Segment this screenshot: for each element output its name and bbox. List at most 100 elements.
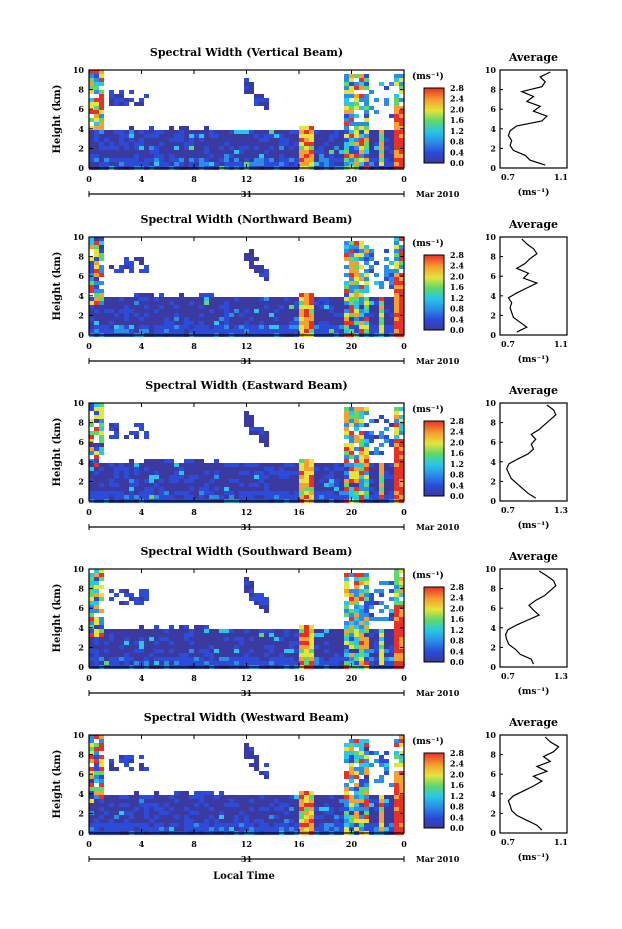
heatmap-cell <box>399 261 404 265</box>
heatmap-cell <box>134 487 139 491</box>
heatmap-cell <box>359 589 364 593</box>
heatmap-cell <box>169 162 174 166</box>
heatmap-cell <box>139 309 144 313</box>
heatmap-cell <box>89 118 94 122</box>
heatmap-cell <box>184 142 189 146</box>
heatmap-cell <box>364 301 369 305</box>
heatmap-cell <box>189 641 194 645</box>
heatmap-cell <box>259 605 264 609</box>
heatmap-cell <box>119 799 124 803</box>
heatmap-cell <box>264 463 269 467</box>
heatmap-cell <box>149 467 154 471</box>
heatmap-cell <box>204 329 209 333</box>
heatmap-cell <box>294 653 299 657</box>
heatmap-cell <box>154 317 159 321</box>
heatmap-cell <box>399 467 404 471</box>
heatmap-cell <box>104 641 109 645</box>
heatmap-cell <box>94 146 99 150</box>
heatmap-cell <box>364 577 369 581</box>
heatmap-cell <box>239 827 244 831</box>
heatmap-cell <box>109 653 114 657</box>
heatmap-cell <box>104 321 109 325</box>
month-label: Mar 2010 <box>416 356 460 366</box>
heatmap-cell <box>269 158 274 162</box>
heatmap-cell <box>109 301 114 305</box>
heatmap-cell <box>359 783 364 787</box>
heatmap-cell <box>254 269 259 273</box>
heatmap-cell <box>244 487 249 491</box>
heatmap-cell <box>94 637 99 641</box>
profile-line <box>507 71 551 166</box>
heatmap-cell <box>214 146 219 150</box>
colorbar-tick-label: 2.4 <box>450 261 464 271</box>
x-tick-label: 16 <box>293 341 305 351</box>
heatmap-cell <box>214 467 219 471</box>
heatmap-cell <box>129 759 134 763</box>
heatmap-cell <box>149 158 154 162</box>
month-label: Mar 2010 <box>416 189 460 199</box>
heatmap-cell <box>394 763 399 767</box>
heatmap-cell <box>214 479 219 483</box>
heatmap-cell <box>259 495 264 499</box>
heatmap-cell <box>359 637 364 641</box>
heatmap-cell <box>89 281 94 285</box>
heatmap-cell <box>179 823 184 827</box>
heatmap-cell <box>239 653 244 657</box>
heatmap-cell <box>389 815 394 819</box>
heatmap-cell <box>194 162 199 166</box>
colorbar-tick-label: 1.2 <box>450 293 464 303</box>
heatmap-cell <box>399 641 404 645</box>
heatmap-cell <box>384 313 389 317</box>
heatmap-cell <box>349 763 354 767</box>
heatmap-cell <box>284 471 289 475</box>
heatmap-cell <box>264 641 269 645</box>
heatmap-cell <box>399 289 404 293</box>
heatmap-cell <box>109 827 114 831</box>
heatmap-cell <box>114 823 119 827</box>
heatmap-cell <box>164 142 169 146</box>
heatmap-cell <box>399 795 404 799</box>
heatmap-cell <box>329 158 334 162</box>
heatmap-cell <box>149 142 154 146</box>
heatmap-cell <box>139 815 144 819</box>
heatmap-cell <box>329 479 334 483</box>
heatmap-cell <box>194 309 199 313</box>
heatmap-cell <box>99 807 104 811</box>
heatmap-cell <box>279 475 284 479</box>
heatmap-cell <box>164 633 169 637</box>
heatmap-cell <box>99 146 104 150</box>
heatmap-cell <box>139 755 144 759</box>
heatmap-cell <box>344 791 349 795</box>
heatmap-cell <box>359 743 364 747</box>
heatmap-cell <box>384 581 389 585</box>
heatmap-cell <box>159 309 164 313</box>
heatmap-cell <box>259 427 264 431</box>
heatmap-cell <box>344 90 349 94</box>
heatmap-cell <box>259 142 264 146</box>
heatmap-cell <box>189 479 194 483</box>
heatmap-cell <box>94 479 99 483</box>
heatmap-cell <box>294 657 299 661</box>
heatmap-cell <box>394 739 399 743</box>
heatmap-cell <box>384 158 389 162</box>
heatmap-cell <box>99 743 104 747</box>
heatmap-cell <box>299 495 304 499</box>
heatmap-cell <box>309 146 314 150</box>
heatmap-cell <box>349 601 354 605</box>
heatmap-cell <box>384 102 389 106</box>
heatmap-cell <box>354 771 359 775</box>
heatmap-cell <box>129 313 134 317</box>
heatmap-cell <box>344 573 349 577</box>
heatmap-cell <box>144 649 149 653</box>
heatmap-cell <box>364 74 369 78</box>
heatmap-cell <box>164 657 169 661</box>
colorbar-tick-label: 1.2 <box>450 625 464 635</box>
heatmap-cell <box>389 158 394 162</box>
heatmap-cell <box>189 325 194 329</box>
heatmap-cell <box>274 313 279 317</box>
heatmap-cell <box>164 803 169 807</box>
heatmap-cell <box>359 613 364 617</box>
heatmap-cell <box>394 309 399 313</box>
heatmap-cell <box>179 491 184 495</box>
heatmap-cell <box>389 783 394 787</box>
